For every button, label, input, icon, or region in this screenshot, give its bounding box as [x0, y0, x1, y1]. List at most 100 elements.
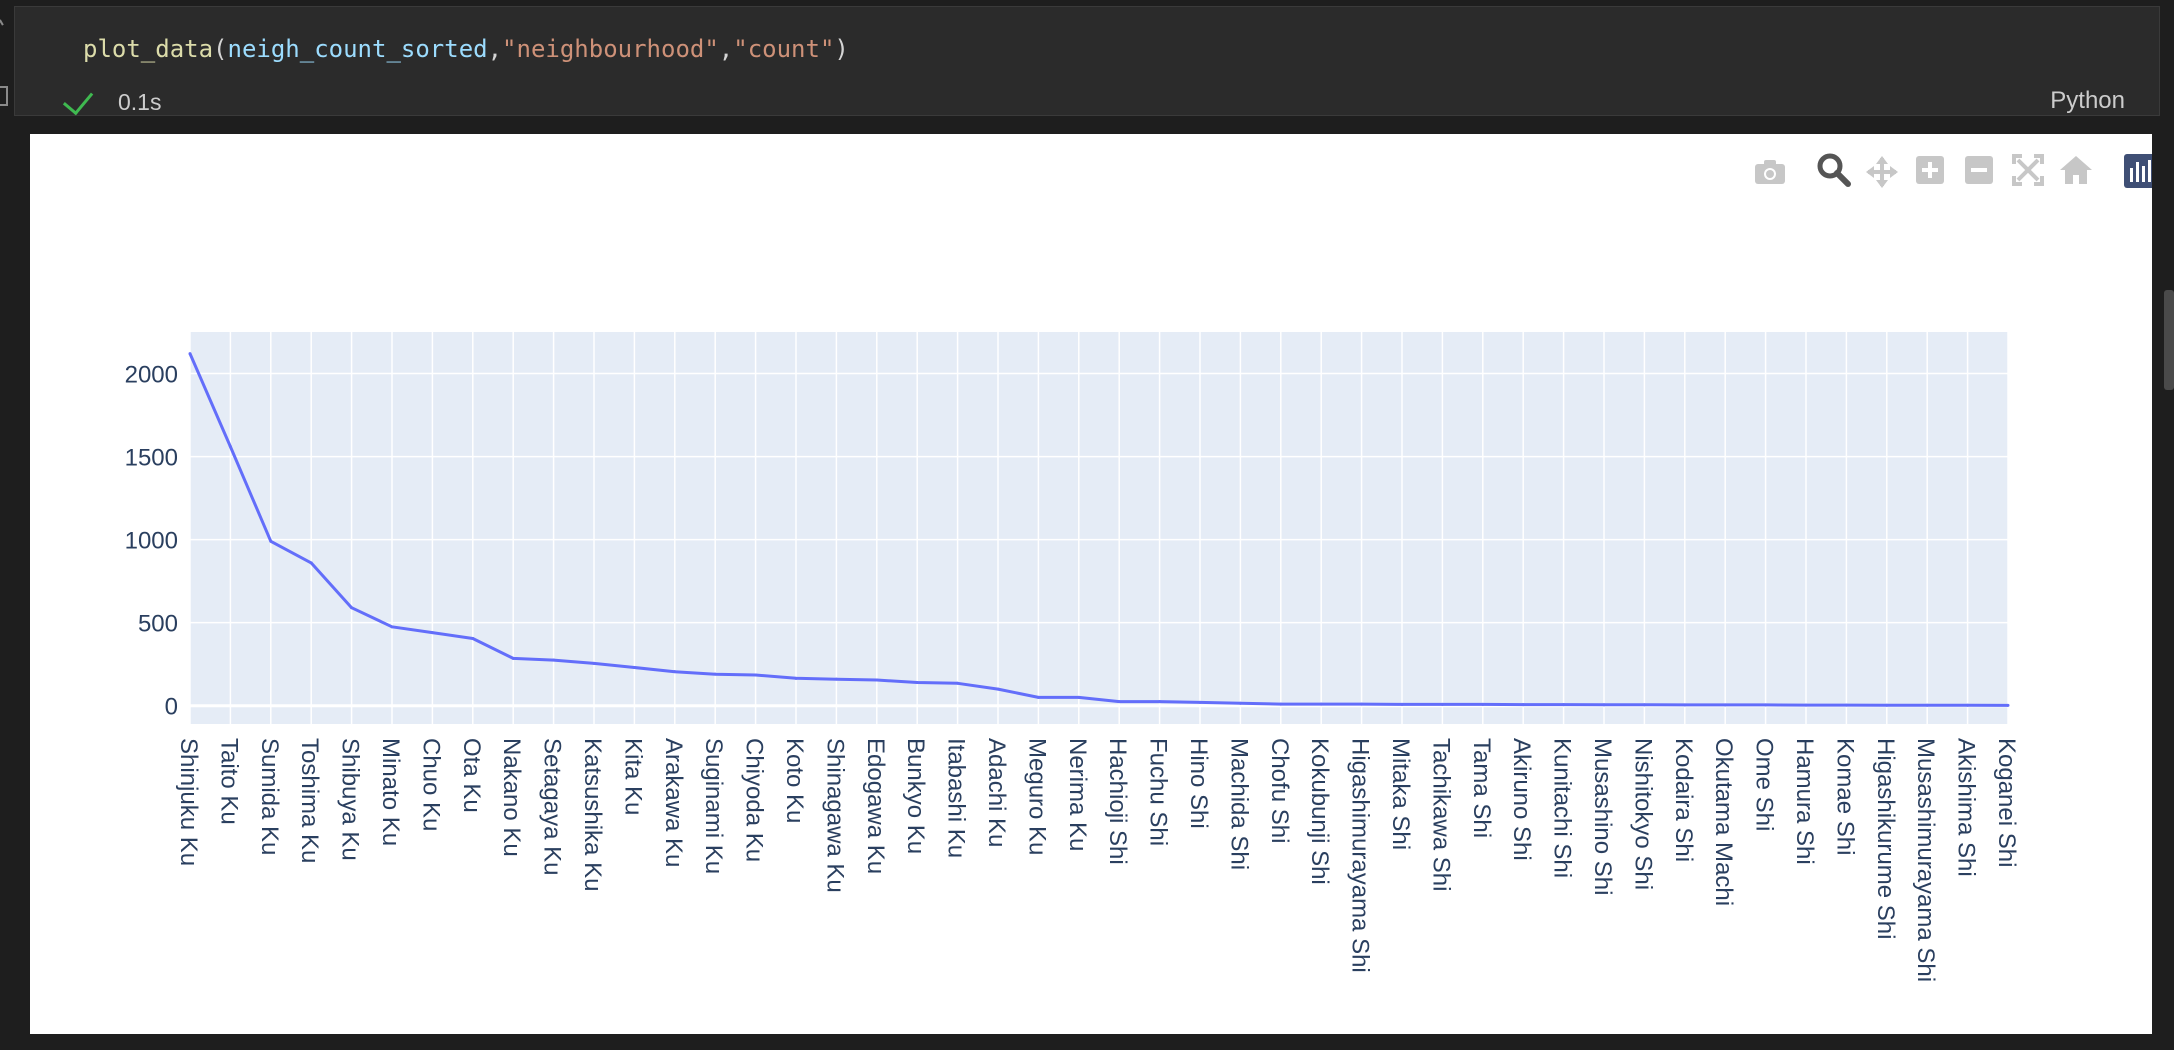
- data-point[interactable]: [1925, 703, 1929, 707]
- y-tick-label: 500: [138, 611, 178, 638]
- output-bracket[interactable]: [0, 86, 8, 106]
- data-point[interactable]: [1562, 703, 1566, 707]
- data-point[interactable]: [471, 636, 475, 640]
- data-point[interactable]: [996, 687, 1000, 691]
- data-point[interactable]: [1602, 703, 1606, 707]
- data-point[interactable]: [1279, 702, 1283, 706]
- data-point[interactable]: [1319, 702, 1323, 706]
- x-tick-label: Itabashi Ku: [943, 738, 970, 858]
- data-point[interactable]: [2006, 703, 2010, 707]
- code-cell[interactable]: plot_data(neigh_count_sorted,"neighbourh…: [14, 6, 2160, 116]
- x-tick-label: Akiruno Shi: [1508, 738, 1535, 861]
- x-tick-label: Shibuya Ku: [337, 738, 364, 861]
- data-point[interactable]: [1481, 702, 1485, 706]
- data-point[interactable]: [430, 631, 434, 635]
- data-point[interactable]: [350, 606, 354, 610]
- data-point[interactable]: [390, 625, 394, 629]
- data-point[interactable]: [1723, 703, 1727, 707]
- data-point[interactable]: [309, 561, 313, 565]
- x-tick-label: Tachikawa Shi: [1427, 738, 1454, 891]
- data-point[interactable]: [713, 672, 717, 676]
- language-label[interactable]: Python: [2050, 87, 2125, 114]
- x-tick-label: Ome Shi: [1751, 738, 1778, 831]
- x-tick-label: Katsushika Ku: [579, 738, 606, 891]
- data-point[interactable]: [673, 670, 677, 674]
- data-point[interactable]: [1642, 703, 1646, 707]
- x-tick-label: Koto Ku: [781, 738, 808, 823]
- data-point[interactable]: [875, 678, 879, 682]
- x-tick-label: Okutama Machi: [1710, 738, 1737, 906]
- x-tick-label: Kokubunji Shi: [1306, 738, 1333, 885]
- data-point[interactable]: [1238, 701, 1242, 705]
- code-arg-var: neigh_count_sorted: [227, 35, 488, 63]
- cell-gutter: [0, 0, 14, 1050]
- data-point[interactable]: [1077, 695, 1081, 699]
- data-point[interactable]: [592, 661, 596, 665]
- x-tick-label: Suginami Ku: [700, 738, 727, 874]
- data-point[interactable]: [632, 666, 636, 670]
- data-point[interactable]: [915, 680, 919, 684]
- autoscale-icon[interactable]: [2012, 154, 2044, 186]
- code-open-paren: (: [213, 35, 228, 63]
- plotly-logo-icon[interactable]: [2124, 154, 2152, 188]
- pan-icon[interactable]: [1866, 156, 1898, 188]
- x-tick-label: Kita Ku: [619, 738, 646, 815]
- cell-code[interactable]: plot_data(neigh_count_sorted,"neighbourh…: [83, 35, 849, 63]
- series-line[interactable]: [188, 353, 2009, 707]
- x-tick-label: Musashimurayama Shi: [1912, 738, 1939, 982]
- data-point[interactable]: [1117, 700, 1121, 704]
- data-point[interactable]: [269, 539, 273, 543]
- data-point[interactable]: [834, 677, 838, 681]
- data-point[interactable]: [188, 352, 192, 356]
- data-point[interactable]: [1683, 703, 1687, 707]
- code-arg-str2: "count": [733, 35, 835, 63]
- data-point[interactable]: [1764, 703, 1768, 707]
- data-point[interactable]: [1036, 695, 1040, 699]
- x-tick-label: Machida Shi: [1225, 738, 1252, 870]
- success-check-icon: [62, 83, 94, 115]
- data-point[interactable]: [1885, 703, 1889, 707]
- data-point[interactable]: [1966, 703, 1970, 707]
- x-tick-labels: Shinjuku Ku Taito Ku Sumida Ku Toshima Ku Sh…: [175, 738, 2020, 982]
- data-point[interactable]: [1400, 702, 1404, 706]
- data-point[interactable]: [794, 676, 798, 680]
- zoom-in-icon[interactable]: [1916, 156, 1944, 184]
- x-tick-label: Taito Ku: [215, 738, 242, 825]
- data-point[interactable]: [1198, 700, 1202, 704]
- reset-axes-icon[interactable]: [2060, 156, 2092, 184]
- data-point[interactable]: [1804, 703, 1808, 707]
- data-point[interactable]: [1440, 702, 1444, 706]
- data-point[interactable]: [956, 681, 960, 685]
- x-tick-label: Higashikurume Shi: [1872, 738, 1899, 939]
- x-tick-label: Kodaira Shi: [1670, 738, 1697, 862]
- x-tick-label: Meguro Ku: [1023, 738, 1050, 855]
- collapse-mark[interactable]: [0, 16, 9, 26]
- exec-time: 0.1s: [118, 88, 162, 115]
- zoom-out-icon[interactable]: [1965, 156, 1993, 184]
- data-point[interactable]: [754, 673, 758, 677]
- x-tick-label: Nerima Ku: [1064, 738, 1091, 851]
- data-point[interactable]: [228, 445, 232, 449]
- camera-icon[interactable]: [1755, 160, 1785, 184]
- x-tick-label: Shinagawa Ku: [821, 738, 848, 893]
- x-tick-label: Sumida Ku: [256, 738, 283, 855]
- code-function: plot_data: [83, 35, 214, 63]
- data-point[interactable]: [1158, 700, 1162, 704]
- vertical-scrollbar[interactable]: [2164, 290, 2174, 390]
- data-point[interactable]: [1360, 702, 1364, 706]
- x-tick-label: Adachi Ku: [983, 738, 1010, 847]
- x-tick-label: Higashimurayama Shi: [1347, 738, 1374, 973]
- data-point[interactable]: [511, 656, 515, 660]
- plot-area[interactable]: [190, 332, 2008, 724]
- x-tick-label: Nishitokyo Shi: [1629, 738, 1656, 890]
- x-tick-label: Chiyoda Ku: [741, 738, 768, 862]
- data-point[interactable]: [1844, 703, 1848, 707]
- zoom-icon[interactable]: [1817, 153, 1851, 187]
- data-point[interactable]: [1521, 703, 1525, 707]
- y-tick-label: 1000: [125, 528, 178, 555]
- data-point[interactable]: [552, 658, 556, 662]
- y-tick-label: 2000: [125, 362, 178, 389]
- y-gridlines: [190, 372, 2008, 708]
- x-tick-label: Arakawa Ku: [660, 738, 687, 867]
- code-arg-str1: "neighbourhood": [502, 35, 719, 63]
